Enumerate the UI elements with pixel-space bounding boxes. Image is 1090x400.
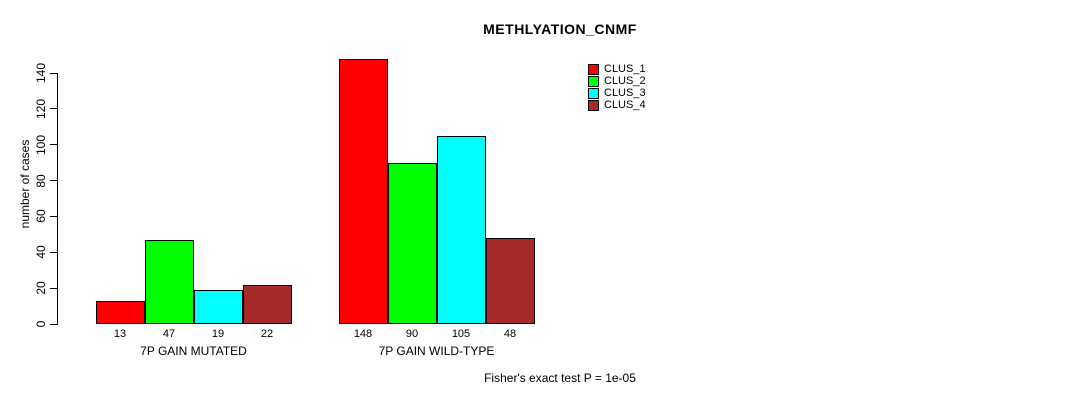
legend-swatch-icon: [588, 87, 599, 99]
legend-item: CLUS_2: [588, 75, 646, 87]
legend: CLUS_1 CLUS_2 CLUS_3 CLUS_4: [588, 63, 646, 111]
legend-label: CLUS_4: [604, 98, 646, 111]
bar-value-label: 22: [260, 328, 274, 340]
y-tick: [50, 251, 57, 253]
legend-swatch-icon: [588, 63, 599, 75]
bar-value-label: 48: [503, 328, 517, 340]
bar-value-label: 90: [405, 328, 419, 340]
bar-value-label: 47: [162, 328, 176, 340]
y-tick-label: 120: [34, 98, 48, 119]
legend-label: CLUS_3: [604, 86, 646, 99]
legend-swatch-icon: [588, 99, 599, 111]
y-tick: [50, 108, 57, 110]
bar-value-label: 13: [113, 328, 127, 340]
bar-clus_2-group0: [144, 239, 194, 324]
y-axis-line: [57, 73, 58, 325]
legend-item: CLUS_1: [588, 63, 646, 75]
chart-title: METHLYATION_CNMF: [483, 21, 637, 37]
bar-value-label: 105: [451, 328, 471, 340]
y-tick-label: 100: [34, 134, 48, 155]
bar-clus_4-group1: [485, 237, 535, 324]
y-tick-label: 80: [34, 173, 48, 188]
bar-clus_1-group1: [338, 58, 388, 324]
bar-value-label: 148: [353, 328, 373, 340]
group-label: 7P GAIN WILD-TYPE: [378, 344, 495, 358]
y-tick-label: 0: [34, 320, 48, 328]
bar-clus_2-group1: [387, 162, 437, 324]
y-tick: [50, 215, 57, 217]
legend-item: CLUS_3: [588, 87, 646, 99]
y-tick: [50, 287, 57, 289]
bar-clus_4-group0: [242, 284, 292, 324]
y-tick-label: 140: [34, 62, 48, 84]
y-tick-label: 60: [34, 209, 48, 224]
legend-label: CLUS_2: [604, 74, 646, 87]
legend-swatch-icon: [588, 75, 599, 87]
bar-clus_3-group0: [193, 289, 243, 324]
legend-label: CLUS_1: [604, 62, 646, 75]
y-axis-label: number of cases: [18, 139, 32, 229]
group-label: 7P GAIN MUTATED: [140, 344, 247, 358]
legend-item: CLUS_4: [588, 99, 646, 111]
y-tick-label: 40: [34, 245, 48, 259]
bar-clus_3-group1: [436, 135, 486, 324]
y-tick: [50, 323, 57, 325]
y-tick-label: 20: [34, 281, 48, 295]
y-tick: [50, 180, 57, 182]
y-tick: [50, 144, 57, 146]
bar-value-label: 19: [211, 328, 225, 340]
annotation-text: Fisher's exact test P = 1e-05: [484, 371, 636, 385]
bar-clus_1-group0: [95, 300, 145, 324]
y-tick: [50, 72, 57, 74]
